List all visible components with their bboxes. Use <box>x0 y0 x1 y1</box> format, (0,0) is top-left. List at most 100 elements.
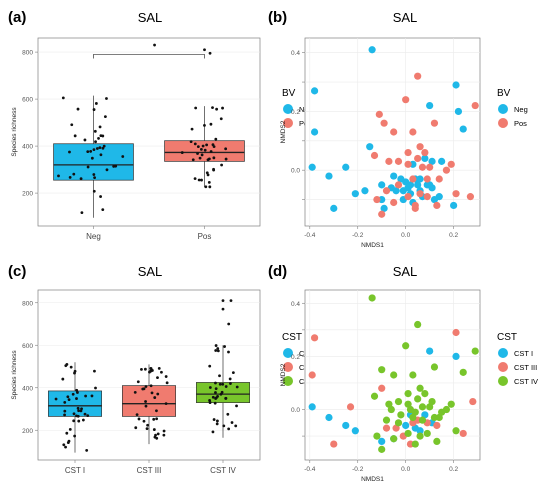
observation-point <box>222 424 226 428</box>
point-cst-iii <box>330 440 338 448</box>
point-neg <box>435 193 443 201</box>
point-neg <box>452 81 460 89</box>
observation-point <box>216 349 220 353</box>
observation-point <box>235 404 238 408</box>
point-cst-iii <box>433 421 441 430</box>
observation-point <box>204 185 208 189</box>
observation-point <box>208 364 212 368</box>
observation-point <box>209 122 213 126</box>
observation-point <box>146 423 149 427</box>
point-pos <box>380 119 388 127</box>
point-pos <box>447 160 455 168</box>
y-tick-label: 0.2 <box>291 109 300 116</box>
point-cst-iv <box>428 397 436 406</box>
observation-point <box>69 365 73 369</box>
observation-point <box>193 142 197 146</box>
observation-point <box>133 390 137 394</box>
chart-title: SAL <box>393 264 418 279</box>
observation-point <box>157 366 161 370</box>
point-pos <box>418 163 427 171</box>
observation-point <box>156 376 159 379</box>
observation-point <box>61 96 65 100</box>
observation-point <box>86 165 90 169</box>
observation-point <box>73 434 77 438</box>
observation-point <box>149 384 153 388</box>
observation-point <box>150 391 154 395</box>
observation-point <box>94 102 98 105</box>
observation-point <box>223 345 226 348</box>
point-cst-iv <box>411 440 419 448</box>
observation-point <box>73 369 77 373</box>
point-pos <box>423 193 431 201</box>
point-pos <box>385 157 393 165</box>
observation-point <box>149 367 153 370</box>
observation-point <box>164 375 168 378</box>
observation-point <box>156 432 160 436</box>
observation-point <box>143 367 147 371</box>
outlier-point <box>227 322 231 326</box>
observation-point <box>150 369 154 372</box>
point-cst-i <box>402 421 410 430</box>
observation-point <box>76 406 80 410</box>
point-cst-iv <box>471 347 479 355</box>
outlier-point <box>153 43 156 47</box>
observation-point <box>214 137 218 141</box>
observation-point <box>156 392 160 396</box>
observation-point <box>208 399 211 402</box>
outlier-point <box>229 299 233 303</box>
point-cst-iv <box>402 342 410 350</box>
observation-point <box>224 147 228 151</box>
observation-point <box>86 150 90 154</box>
legend-key <box>498 118 508 128</box>
observation-point <box>90 156 94 160</box>
y-tick-label: 400 <box>22 144 33 151</box>
observation-point <box>76 107 80 111</box>
observation-point <box>72 412 76 416</box>
legend-title: BV <box>282 88 296 99</box>
y-tick-label: 600 <box>22 343 33 350</box>
point-pos <box>442 166 451 174</box>
point-cst-i <box>426 347 434 355</box>
x-tick-label: 0.0 <box>401 466 410 473</box>
observation-point <box>92 173 96 176</box>
observation-point <box>221 106 224 110</box>
y-axis-label: Species richness <box>11 107 18 157</box>
legend-key <box>283 348 293 358</box>
observation-point <box>137 417 141 421</box>
observation-point <box>234 424 238 428</box>
point-cst-iv <box>423 429 431 438</box>
point-pos <box>390 198 398 207</box>
point-neg <box>351 190 359 198</box>
x-tick-label: Pos <box>198 232 212 241</box>
chart-panel-c: (c) SAL 200 400 600 800 CST I CST III CST IV Spec… <box>8 263 323 475</box>
point-neg <box>459 125 467 133</box>
panel-label: (d) <box>268 263 287 280</box>
observation-point <box>196 145 200 149</box>
observation-point <box>153 396 157 399</box>
observation-point <box>65 363 69 366</box>
observation-point <box>214 381 217 385</box>
point-cst-iii <box>346 403 355 411</box>
observation-point <box>203 123 206 127</box>
point-pos <box>390 128 398 136</box>
point-cst-iv <box>416 432 424 440</box>
observation-point <box>70 123 74 127</box>
observation-point <box>79 177 83 181</box>
observation-point <box>142 419 146 423</box>
observation-point <box>142 387 146 391</box>
legend-title: BV <box>497 88 511 99</box>
observation-point <box>66 395 70 399</box>
point-cst-iv <box>414 320 422 329</box>
point-cst-iv <box>416 384 424 392</box>
point-neg <box>378 181 386 189</box>
point-cst-i <box>351 427 359 435</box>
chart-title: SAL <box>138 10 163 25</box>
observation-point <box>224 396 228 400</box>
x-tick-label: CST I <box>65 466 85 475</box>
point-neg <box>426 101 434 110</box>
point-pos <box>421 148 429 157</box>
observation-point <box>152 417 156 421</box>
observation-point <box>140 367 143 371</box>
point-cst-iii <box>308 371 316 379</box>
